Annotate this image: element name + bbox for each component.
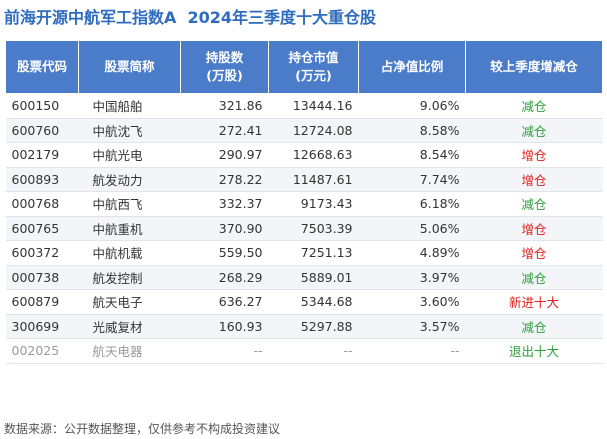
table-cell: 332.37 <box>180 191 269 217</box>
table-cell: 321.86 <box>180 93 269 119</box>
table-cell: 13444.16 <box>268 93 359 119</box>
table-cell: 000738 <box>5 265 79 290</box>
table-cell: 5297.88 <box>268 314 359 339</box>
table-cell: 3.97% <box>358 265 466 290</box>
source-note: 数据来源：公开数据整理，仅供参考不构成投资建议 <box>4 422 281 436</box>
table-cell: 减仓 <box>465 118 603 143</box>
table-row: 002025 航天电器 -- -- -- 退出十大 <box>5 338 603 364</box>
table-row: 000768 中航西飞 332.37 9173.43 6.18% 减仓 <box>5 191 603 217</box>
table-cell: 航天电子 <box>78 289 181 315</box>
table-body: 600150 中国船舶 321.86 13444.16 9.06% 减仓 600760 中航沈… <box>5 93 603 364</box>
table-row: 300699 光威复材 160.93 5297.88 3.57% 减仓 <box>5 314 603 339</box>
table-cell: 减仓 <box>465 93 603 119</box>
table-cell: 4.89% <box>358 240 466 266</box>
table-cell: 中航机载 <box>78 240 181 266</box>
title: 前海开源中航军工指数A 2024年三季度十大重仓股 <box>4 8 377 27</box>
table-cell: 航发动力 <box>78 167 181 192</box>
table-cell: 中国船舶 <box>78 93 181 119</box>
table-cell: 268.29 <box>180 265 269 290</box>
holdings-table: 股票代码 股票简称 持股数 (万股) 持仓市值 (万元) 占净值比例 较上季度增减仓 60… <box>5 40 603 364</box>
table-cell: 300699 <box>5 314 79 339</box>
table-cell: 7.74% <box>358 167 466 192</box>
header-cell: 股票简称 <box>78 40 181 94</box>
table-cell: -- <box>180 338 269 364</box>
table-cell: 278.22 <box>180 167 269 192</box>
table-cell: 636.27 <box>180 289 269 315</box>
table-cell: 增仓 <box>465 167 603 192</box>
table-cell: 600765 <box>5 216 79 241</box>
table-cell: 8.58% <box>358 118 466 143</box>
table-row: 600760 中航沈飞 272.41 12724.08 8.58% 减仓 <box>5 118 603 143</box>
table-cell: 光威复材 <box>78 314 181 339</box>
table-cell: 航天电器 <box>78 338 181 364</box>
table-row: 600893 航发动力 278.22 11487.61 7.74% 增仓 <box>5 167 603 192</box>
table-cell: 中航光电 <box>78 142 181 168</box>
table-row: 600765 中航重机 370.90 7503.39 5.06% 增仓 <box>5 216 603 241</box>
table-row: 000738 航发控制 268.29 5889.01 3.97% 减仓 <box>5 265 603 290</box>
table-cell: 370.90 <box>180 216 269 241</box>
table-cell: 7251.13 <box>268 240 359 266</box>
table-cell: 5.06% <box>358 216 466 241</box>
table-row: 600150 中国船舶 321.86 13444.16 9.06% 减仓 <box>5 93 603 119</box>
table-cell: 600893 <box>5 167 79 192</box>
table-row: 002179 中航光电 290.97 12668.63 8.54% 增仓 <box>5 142 603 168</box>
table-cell: 9173.43 <box>268 191 359 217</box>
table-cell: -- <box>358 338 466 364</box>
table-cell: 中航重机 <box>78 216 181 241</box>
table-cell: 减仓 <box>465 314 603 339</box>
table-cell: 5344.68 <box>268 289 359 315</box>
table-cell: -- <box>268 338 359 364</box>
header-cell: 股票代码 <box>5 40 79 94</box>
table-cell: 减仓 <box>465 191 603 217</box>
table-cell: 002025 <box>5 338 79 364</box>
table-cell: 600760 <box>5 118 79 143</box>
header-cell: 持仓市值 (万元) <box>268 40 359 94</box>
header-row: 股票代码 股票简称 持股数 (万股) 持仓市值 (万元) 占净值比例 较上季度增减仓 <box>5 40 603 94</box>
table-cell: 减仓 <box>465 265 603 290</box>
header-cell: 占净值比例 <box>358 40 466 94</box>
table-cell: 600150 <box>5 93 79 119</box>
table-cell: 12724.08 <box>268 118 359 143</box>
table-cell: 600879 <box>5 289 79 315</box>
table-row: 600879 航天电子 636.27 5344.68 3.60% 新进十大 <box>5 289 603 315</box>
table-cell: 8.54% <box>358 142 466 168</box>
table-cell: 6.18% <box>358 191 466 217</box>
table-cell: 5889.01 <box>268 265 359 290</box>
table-cell: 290.97 <box>180 142 269 168</box>
table-cell: 退出十大 <box>465 338 603 364</box>
table-cell: 航发控制 <box>78 265 181 290</box>
table-cell: 中航西飞 <box>78 191 181 217</box>
table-cell: 600372 <box>5 240 79 266</box>
table-cell: 12668.63 <box>268 142 359 168</box>
table-cell: 增仓 <box>465 240 603 266</box>
table-cell: 9.06% <box>358 93 466 119</box>
table-cell: 002179 <box>5 142 79 168</box>
table-cell: 新进十大 <box>465 289 603 315</box>
header-cell: 较上季度增减仓 <box>465 40 603 94</box>
table-cell: 3.60% <box>358 289 466 315</box>
table-cell: 增仓 <box>465 142 603 168</box>
table-cell: 559.50 <box>180 240 269 266</box>
table-row: 600372 中航机载 559.50 7251.13 4.89% 增仓 <box>5 240 603 266</box>
table-cell: 7503.39 <box>268 216 359 241</box>
table-cell: 增仓 <box>465 216 603 241</box>
table-cell: 000768 <box>5 191 79 217</box>
table-cell: 11487.61 <box>268 167 359 192</box>
table-cell: 中航沈飞 <box>78 118 181 143</box>
table-cell: 272.41 <box>180 118 269 143</box>
header-cell: 持股数 (万股) <box>180 40 269 94</box>
table-cell: 3.57% <box>358 314 466 339</box>
table-cell: 160.93 <box>180 314 269 339</box>
